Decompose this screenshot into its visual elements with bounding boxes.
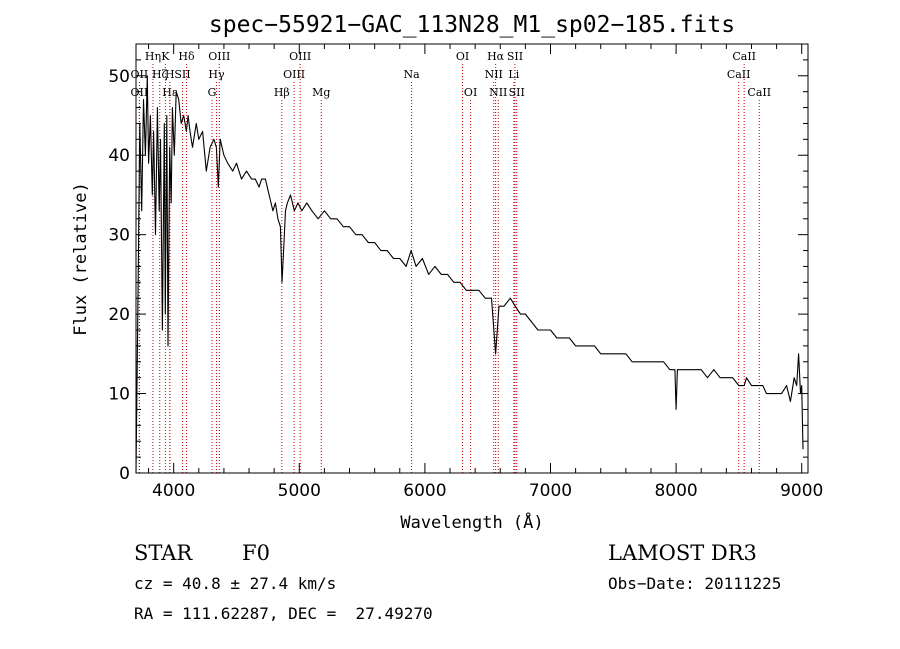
spectral-line-label: K	[161, 50, 170, 63]
spectral-line-label: Hδ	[178, 50, 195, 63]
spectral-line-label: G	[208, 86, 217, 99]
plot-frame	[135, 43, 809, 474]
spectral-line-label: OII	[131, 86, 149, 99]
coordinates: RA = 111.62287, DEC = 27.49270	[134, 604, 433, 623]
x-axis-label: Wavelength (Å)	[400, 511, 543, 533]
spectral-line-label: SII	[507, 50, 523, 63]
spectral-line-label: Hη	[145, 50, 161, 63]
axis-ticks: 4000 5000 6000 7000 8000 9000 0 10 20 30 40 50	[108, 43, 823, 501]
y-tick-label: 10	[108, 385, 130, 405]
spectral-line-label: SII	[174, 68, 190, 81]
chart-title: spec−55921−GAC_113N28_M1_sp02−185.fits	[209, 12, 735, 38]
x-tick-label: 5000	[278, 481, 321, 501]
spectral-line-label: OI	[464, 86, 477, 99]
spectral-line-label: CaII	[732, 50, 756, 63]
spectral-line-label: Li	[508, 68, 519, 81]
y-tick-label: 0	[119, 464, 130, 484]
redshift-cz: cz = 40.8 ± 27.4 km/s	[134, 574, 336, 593]
spectrum-line	[135, 75, 804, 474]
spectral-line-label: CaII	[727, 68, 751, 81]
spectral-line-label: Na	[403, 68, 420, 81]
x-tick-label: 4000	[152, 481, 195, 501]
y-tick-label: 40	[108, 146, 130, 166]
y-axis-label: Flux (relative)	[71, 182, 91, 336]
y-tick-label: 20	[108, 305, 130, 325]
x-tick-label: 6000	[403, 481, 446, 501]
spectral-line-label: Hε	[162, 86, 178, 99]
y-tick-label: 50	[108, 67, 130, 87]
spectral-line-label: NII	[489, 86, 507, 99]
spectral-line-label: NII	[485, 68, 503, 81]
spectrum-plot	[135, 75, 804, 474]
x-tick-label: 7000	[529, 481, 572, 501]
spectral-line-label: OI	[456, 50, 469, 63]
y-tick-label: 30	[108, 226, 130, 246]
spectral-line-label: OIII	[208, 50, 230, 63]
spectral-line-label: CaII	[747, 86, 771, 99]
x-tick-label: 8000	[654, 481, 697, 501]
survey-name: LAMOST DR3	[608, 541, 757, 565]
spectral-line-label: OIII	[283, 68, 305, 81]
obs-date: Obs−Date: 20111225	[608, 574, 781, 593]
object-class: STAR	[134, 541, 193, 565]
spectral-line-label: Hβ	[274, 86, 290, 99]
spectral-line-label: OIII	[289, 50, 311, 63]
spectral-line-label: Hα	[487, 50, 505, 63]
x-tick-label: 9000	[780, 481, 823, 501]
spectral-line-label: SII	[509, 86, 525, 99]
spectral-line-label: H	[165, 68, 175, 81]
spectral-line-label: Hγ	[208, 68, 225, 81]
spectral-line-label: Mg	[312, 86, 330, 99]
spectral-line-label: OII	[131, 68, 149, 81]
object-subclass: F0	[242, 541, 270, 565]
spectral-line-label: Hζ	[152, 68, 168, 81]
